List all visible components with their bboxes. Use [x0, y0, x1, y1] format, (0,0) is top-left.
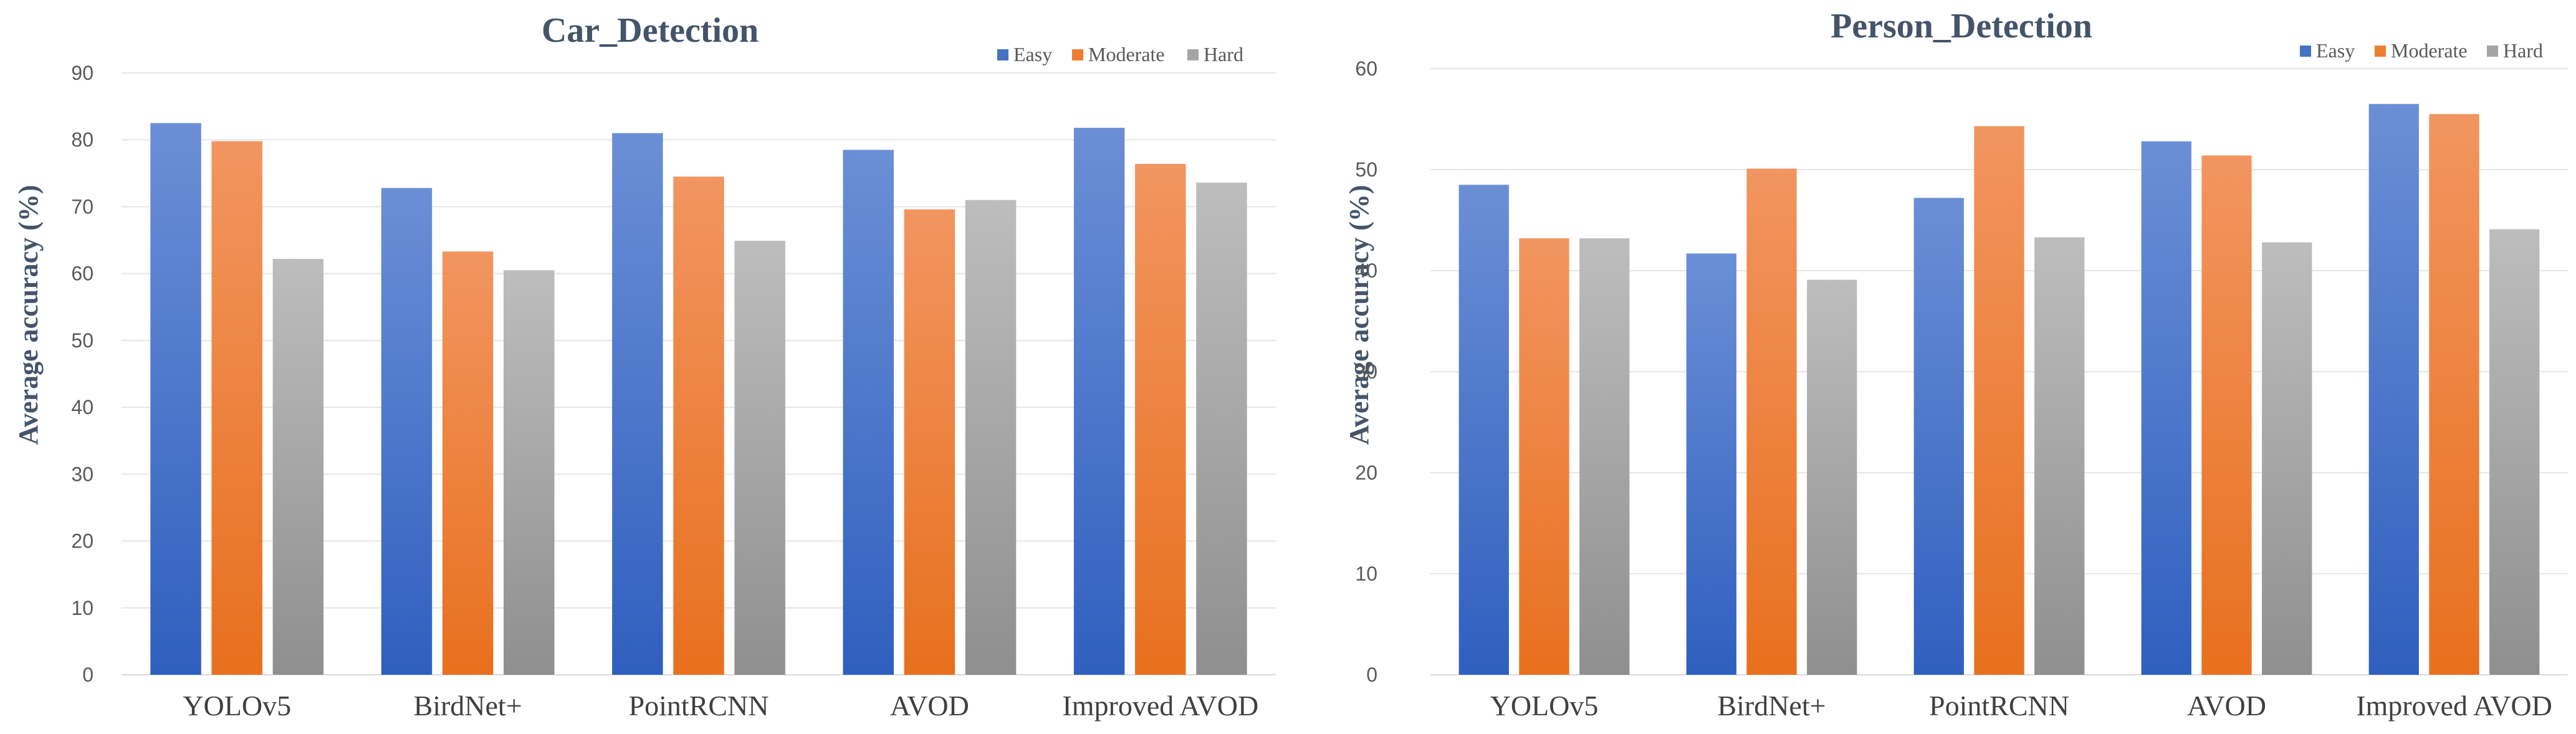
legend: Easy Moderate Hard	[2300, 39, 2543, 62]
bar-hard-4	[2489, 229, 2540, 675]
y-tick-label: 90	[71, 62, 93, 84]
bar-moderate-0	[211, 141, 262, 675]
y-tick-label: 30	[1355, 360, 1377, 383]
bar-hard-2	[2034, 237, 2085, 675]
y-tick-label: 60	[1355, 57, 1377, 80]
bar-easy-2	[612, 133, 663, 675]
y-tick-label: 20	[1355, 461, 1377, 484]
bar-moderate-4	[1135, 163, 1186, 675]
bar-moderate-1	[1746, 168, 1797, 675]
x-tick-label: Improved AVOD	[1062, 690, 1258, 722]
x-tick-label: AVOD	[890, 690, 969, 722]
y-axis-title: Average accuracy (%)	[1344, 185, 1374, 445]
bar-moderate-4	[2429, 113, 2479, 675]
bar-moderate-3	[904, 209, 955, 675]
bar-easy-3	[843, 150, 894, 675]
bar-moderate-3	[2201, 155, 2252, 675]
legend-swatch-easy	[2300, 46, 2311, 57]
legend-label-hard: Hard	[2503, 39, 2543, 62]
bar-moderate-2	[673, 176, 724, 675]
y-tick-label: 50	[1355, 158, 1377, 181]
bar-easy-1	[1686, 253, 1736, 675]
x-tick-label: AVOD	[2187, 690, 2266, 722]
x-tick-label: BirdNet+	[1717, 690, 1826, 722]
y-tick-label: 10	[1355, 563, 1377, 585]
bar-hard-0	[272, 259, 324, 675]
x-tick-label: Improved AVOD	[2356, 690, 2552, 722]
bar-easy-1	[381, 188, 433, 675]
y-tick-label: 30	[71, 463, 93, 485]
bar-easy-3	[2141, 141, 2191, 675]
bar-easy-2	[1913, 198, 1964, 675]
bar-moderate-0	[1519, 238, 1569, 675]
bar-moderate-2	[1974, 126, 2024, 675]
legend-swatch-moderate	[2375, 46, 2386, 57]
legend-label-moderate: Moderate	[2391, 39, 2468, 62]
y-tick-label: 20	[71, 530, 93, 553]
legend-swatch-hard	[1187, 49, 1199, 60]
bar-hard-3	[2262, 242, 2312, 675]
bar-hard-1	[504, 270, 555, 675]
y-tick-label: 50	[71, 329, 93, 352]
y-tick-label: 0	[82, 664, 93, 686]
legend-label-easy: Easy	[1013, 43, 1052, 65]
y-tick-label: 40	[1355, 259, 1377, 282]
bar-hard-1	[1807, 279, 1857, 675]
bar-easy-0	[150, 123, 201, 675]
x-tick-label: BirdNet+	[414, 690, 522, 722]
person-detection-chart: Person_Detection Average accuracy (%) 0 1…	[1344, 7, 2568, 722]
bar-hard-3	[965, 200, 1017, 675]
y-tick-label: 70	[71, 195, 93, 218]
y-tick-label: 0	[1366, 664, 1377, 686]
bar-easy-0	[1458, 185, 1509, 675]
bar-hard-0	[1579, 238, 1630, 675]
bar-easy-4	[2368, 104, 2419, 675]
legend-swatch-easy	[997, 49, 1008, 60]
legend-label-moderate: Moderate	[1088, 43, 1165, 65]
bar-hard-2	[734, 241, 785, 675]
legend-swatch-moderate	[1072, 49, 1083, 60]
x-tick-label: PointRCNN	[629, 690, 769, 722]
y-tick-label: 40	[71, 396, 93, 418]
y-tick-label: 10	[71, 597, 93, 619]
chart-title: Person_Detection	[1831, 7, 2092, 46]
legend: Easy Moderate Hard	[997, 43, 1243, 65]
bar-moderate-1	[442, 251, 494, 675]
x-tick-label: YOLOv5	[1490, 690, 1599, 722]
x-tick-label: PointRCNN	[1929, 690, 2069, 722]
bar-easy-4	[1073, 127, 1125, 675]
car-detection-chart: Car_Detection Average accuracy (%) 0 10 20…	[13, 11, 1276, 722]
y-axis-title: Average accuracy (%)	[13, 185, 44, 445]
bar-hard-4	[1196, 182, 1247, 675]
legend-label-easy: Easy	[2316, 39, 2355, 62]
legend-swatch-hard	[2487, 46, 2498, 57]
legend-label-hard: Hard	[1204, 43, 1243, 65]
x-tick-label: YOLOv5	[183, 690, 291, 722]
y-tick-label: 80	[71, 128, 93, 151]
chart-title: Car_Detection	[542, 11, 759, 50]
y-tick-label: 60	[71, 263, 93, 285]
